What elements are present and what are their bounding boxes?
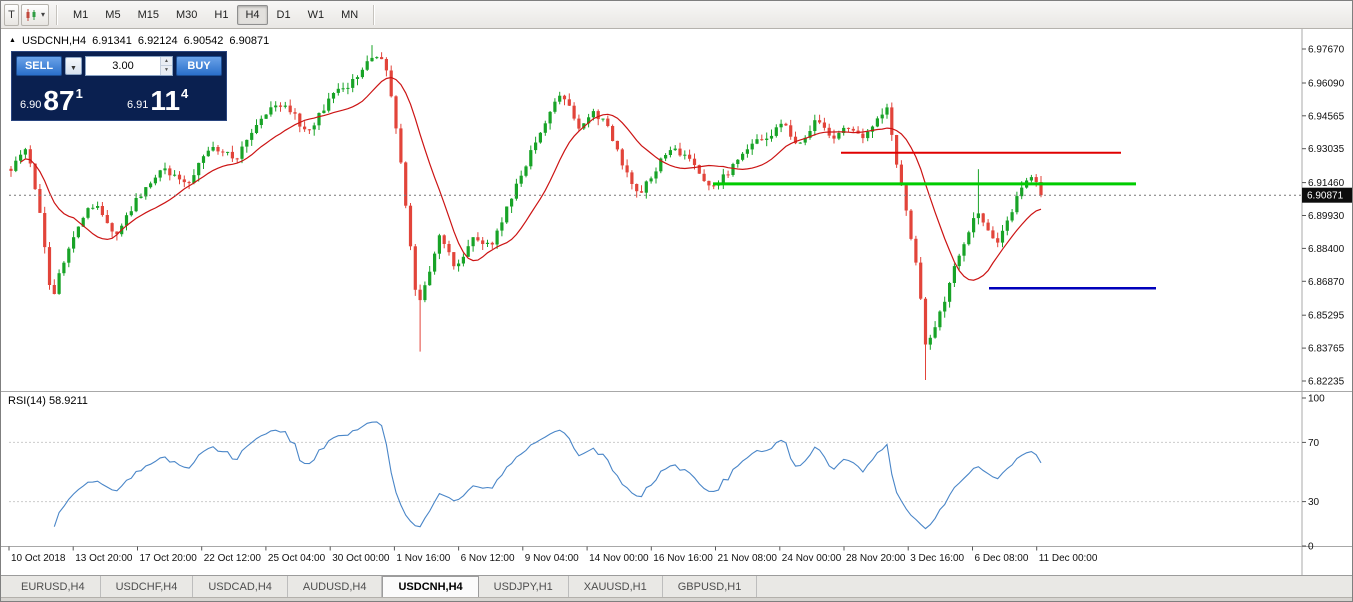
- timeframe-button-m1[interactable]: M1: [65, 5, 96, 25]
- chart-tab-gbpusd-h1[interactable]: GBPUSD,H1: [663, 576, 758, 597]
- volume-value: 3.00: [112, 59, 134, 72]
- price-axis-label: 6.91460: [1308, 178, 1345, 189]
- buy-price[interactable]: 6.91 11 4: [115, 77, 222, 115]
- current-price-tag: 6.90871: [1302, 187, 1352, 203]
- edge-toolbar-button[interactable]: T: [4, 3, 19, 26]
- spinner-down-icon[interactable]: ▼: [161, 66, 172, 75]
- timeframe-button-m5[interactable]: M5: [97, 5, 128, 25]
- rsi-axis-label: 30: [1308, 497, 1320, 508]
- moving-average-line: [20, 76, 1042, 281]
- chart-tabs-bar: EURUSD,H4 USDCHF,H4 USDCAD,H4 AUDUSD,H4 USDC…: [1, 575, 1352, 597]
- sell-button[interactable]: SELL: [16, 55, 62, 76]
- sell-price-big: 87: [43, 85, 75, 117]
- volume-dropdown-button[interactable]: ▼: [65, 56, 82, 75]
- time-axis-label: 14 Nov 00:00: [589, 553, 649, 564]
- sell-price[interactable]: 6.90 87 1: [16, 77, 115, 115]
- sell-price-main: 6.90: [20, 99, 42, 111]
- buy-price-main: 6.91: [127, 99, 149, 111]
- chart-tab-usdcnh-h4[interactable]: USDCNH,H4: [382, 576, 479, 597]
- time-axis-label: 24 Nov 00:00: [782, 553, 842, 564]
- price-axis-label: 6.88400: [1308, 244, 1345, 255]
- rsi-axis-label: 0: [1308, 542, 1314, 553]
- rsi-plot[interactable]: [9, 421, 1301, 530]
- rsi-axis-label: 70: [1308, 438, 1320, 449]
- time-axis-label: 28 Nov 20:00: [846, 553, 906, 564]
- edge-toolbar-label: T: [8, 8, 15, 21]
- timeframe-button-h4[interactable]: H4: [237, 4, 268, 25]
- chart-close-value: 6.90871: [229, 35, 270, 47]
- caret-down-icon: ▼: [70, 65, 77, 72]
- chart-tab-audusd-h4[interactable]: AUDUSD,H4: [288, 576, 383, 597]
- price-axis-label: 6.94565: [1308, 111, 1345, 122]
- time-axis-label: 1 Nov 16:00: [396, 553, 450, 564]
- time-axis-label: 13 Oct 20:00: [75, 553, 133, 564]
- volume-spinner: ▲ ▼: [160, 56, 172, 75]
- price-axis-label: 6.86870: [1308, 277, 1345, 288]
- time-axis-label: 17 Oct 20:00: [140, 553, 198, 564]
- dropdown-caret-icon: ▾: [41, 10, 46, 19]
- chart-style-button[interactable]: ▾: [21, 3, 50, 26]
- buy-price-pipette: 4: [181, 86, 189, 101]
- price-axis-label: 6.96090: [1308, 79, 1345, 90]
- time-axis-label: 6 Nov 12:00: [461, 553, 515, 564]
- timeframe-button-m30[interactable]: M30: [168, 5, 205, 25]
- sell-price-pipette: 1: [75, 86, 83, 101]
- time-axis-label: 3 Dec 16:00: [910, 553, 964, 564]
- time-axis-label: 10 Oct 2018: [11, 553, 66, 564]
- toolbar-separator: [56, 4, 59, 25]
- chart-tab-usdjpy-h1[interactable]: USDJPY,H1: [479, 576, 569, 597]
- trade-panel-prices: 6.90 87 1 6.91 11 4: [16, 77, 222, 115]
- chart-tab-xauusd-h1[interactable]: XAUUSD,H1: [569, 576, 663, 597]
- chart-tab-usdcad-h4[interactable]: USDCAD,H4: [193, 576, 288, 597]
- timeframe-button-mn[interactable]: MN: [333, 5, 366, 25]
- chart-symbol-label: USDCNH,H4: [21, 35, 87, 47]
- timeframe-button-w1[interactable]: W1: [300, 5, 333, 25]
- price-axis-label: 6.85295: [1308, 311, 1345, 322]
- rsi-line: [53, 421, 1042, 530]
- rsi-indicator-label: RSI(14) 58.9211: [8, 395, 88, 407]
- time-axis-label: 9 Nov 04:00: [525, 553, 579, 564]
- timeframe-button-d1[interactable]: D1: [269, 5, 299, 25]
- chart-tab-usdchf-h4[interactable]: USDCHF,H4: [101, 576, 194, 597]
- bottom-strip: [1, 597, 1352, 601]
- price-axis-label: 6.97670: [1308, 45, 1345, 56]
- mini-candles-icon: [26, 8, 36, 21]
- toolbar: T ▾ M1 M5 M15 M30 H1 H4 D1 W1 MN: [1, 1, 1352, 29]
- time-axis-label: 22 Oct 12:00: [204, 553, 262, 564]
- time-axis-label: 21 Nov 08:00: [718, 553, 778, 564]
- timeframe-button-m15[interactable]: M15: [130, 5, 167, 25]
- time-axis[interactable]: 10 Oct 2018 13 Oct 20:00 17 Oct 20:00 22 Oc…: [8, 546, 1098, 565]
- time-axis-label: 6 Dec 08:00: [975, 553, 1029, 564]
- one-click-trading-panel: SELL ▼ 3.00 ▲ ▼ BUY 6.90 87 1: [11, 51, 227, 121]
- time-axis-label: 16 Nov 16:00: [653, 553, 713, 564]
- svg-text:6.90871: 6.90871: [1307, 191, 1344, 202]
- price-axis-label: 6.93035: [1308, 144, 1345, 155]
- chart-area[interactable]: 6.97670 6.96090 6.94565 6.93035 6.91460 6.899…: [1, 29, 1352, 575]
- chart-open-value: 6.91341: [92, 35, 132, 47]
- buy-price-big: 11: [150, 85, 181, 117]
- chart-high-value: 6.92124: [137, 35, 178, 47]
- time-axis-label: 30 Oct 00:00: [332, 553, 390, 564]
- candlestick-plot[interactable]: [9, 45, 1302, 380]
- chart-tab-eurusd-h4[interactable]: EURUSD,H4: [6, 576, 101, 597]
- volume-field[interactable]: 3.00 ▲ ▼: [85, 55, 173, 76]
- price-axis[interactable]: 6.97670 6.96090 6.94565 6.93035 6.91460 6.899…: [1302, 45, 1345, 553]
- chart-header: ▲ USDCNH,H4 6.91341 6.92124 6.90542 6.90…: [9, 35, 269, 47]
- timeframe-button-h1[interactable]: H1: [206, 5, 236, 25]
- time-axis-label: 25 Oct 04:00: [268, 553, 326, 564]
- toolbar-separator: [373, 4, 376, 25]
- rsi-axis-label: 100: [1308, 394, 1325, 405]
- price-axis-label: 6.89930: [1308, 211, 1345, 222]
- price-axis-label: 6.83765: [1308, 344, 1345, 355]
- symbol-collapse-icon[interactable]: ▲: [9, 36, 16, 44]
- trade-panel-controls: SELL ▼ 3.00 ▲ ▼ BUY: [16, 55, 222, 76]
- spinner-up-icon[interactable]: ▲: [161, 56, 172, 66]
- timeframe-group: M1 M5 M15 M30 H1 H4 D1 W1 MN: [65, 4, 366, 25]
- price-axis-label: 6.82235: [1308, 377, 1345, 388]
- time-axis-label: 11 Dec 00:00: [1039, 553, 1098, 564]
- buy-button[interactable]: BUY: [176, 55, 222, 76]
- chart-low-value: 6.90542: [183, 35, 224, 47]
